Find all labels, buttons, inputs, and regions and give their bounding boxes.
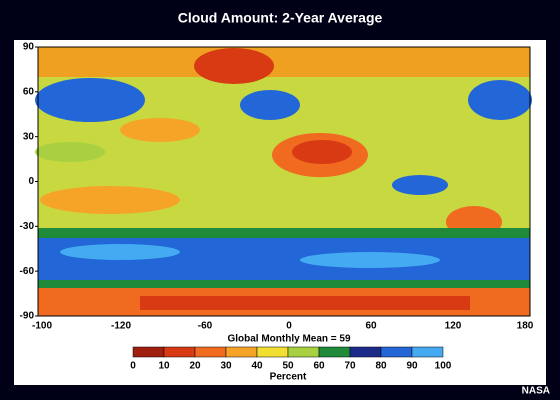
map-region xyxy=(35,78,145,122)
colorbar-segment xyxy=(318,346,351,358)
y-tick-label: -60 xyxy=(20,266,35,277)
map-region xyxy=(120,118,200,142)
colorbar-tick-label: 60 xyxy=(313,361,325,372)
colorbar-segment xyxy=(411,346,444,358)
caption: Global Monthly Mean = 59 xyxy=(227,334,351,345)
map-region xyxy=(38,228,530,238)
y-tick-label: 30 xyxy=(23,131,35,142)
y-tick-label: -90 xyxy=(20,311,35,322)
colorbar-tick-label: 0 xyxy=(130,361,136,372)
colorbar-segment xyxy=(256,346,289,358)
colorbar-tick-label: 30 xyxy=(220,361,232,372)
colorbar-segment xyxy=(380,346,413,358)
y-tick-label: 90 xyxy=(23,42,35,53)
x-tick-label: -120 xyxy=(111,321,131,332)
x-tick-label: 180 xyxy=(517,321,534,332)
x-tick-label: -60 xyxy=(198,321,213,332)
x-tick-label: 0 xyxy=(286,321,292,332)
x-tick-label: 120 xyxy=(445,321,462,332)
map-region xyxy=(194,48,274,84)
map-region xyxy=(240,90,300,120)
colorbar-segment xyxy=(349,346,382,358)
map-region xyxy=(292,140,352,164)
map-region xyxy=(38,280,530,288)
map-region xyxy=(35,142,105,162)
title: Cloud Amount: 2-Year Average xyxy=(178,10,383,26)
colorbar-segment xyxy=(225,346,258,358)
colorbar-tick-label: 50 xyxy=(282,361,294,372)
colorbar-segment xyxy=(132,346,165,358)
y-tick-label: -30 xyxy=(20,221,35,232)
colorbar-tick-label: 70 xyxy=(344,361,356,372)
y-tick-label: 60 xyxy=(23,86,35,97)
colorbar-tick-label: 80 xyxy=(375,361,387,372)
map-region xyxy=(300,252,440,268)
map-region xyxy=(392,175,448,195)
map-region xyxy=(468,80,532,120)
colorbar-label: Percent xyxy=(270,372,307,383)
colorbar-segment xyxy=(287,346,320,358)
map-region xyxy=(60,244,180,260)
map-region xyxy=(140,296,470,310)
colorbar-tick-label: 100 xyxy=(435,361,452,372)
colorbar-segment xyxy=(194,346,227,358)
colorbar-segment xyxy=(163,346,196,358)
colorbar-tick-label: 40 xyxy=(251,361,263,372)
y-tick-label: 0 xyxy=(28,176,34,187)
colorbar-tick-label: 90 xyxy=(406,361,418,372)
credit: NASA xyxy=(522,386,550,397)
colorbar-tick-label: 10 xyxy=(158,361,170,372)
x-tick-label: -100 xyxy=(32,321,52,332)
map xyxy=(35,46,532,317)
x-tick-label: 60 xyxy=(365,321,377,332)
map-region xyxy=(38,47,530,77)
colorbar-tick-label: 20 xyxy=(189,361,201,372)
map-region xyxy=(40,186,180,214)
